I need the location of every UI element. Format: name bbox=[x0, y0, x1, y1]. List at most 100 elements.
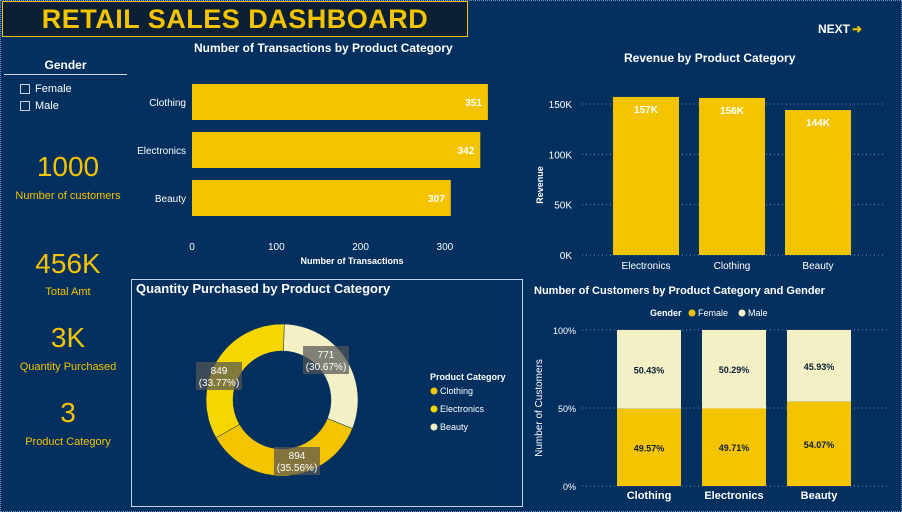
category-label: Clothing bbox=[714, 261, 751, 272]
legend-swatch bbox=[738, 309, 746, 317]
legend-title: Gender bbox=[650, 308, 682, 318]
legend-swatch bbox=[688, 309, 696, 317]
kpi-category-value: 3 bbox=[60, 397, 76, 428]
data-label: 144K bbox=[806, 118, 831, 129]
data-label-value: 894 bbox=[289, 451, 306, 462]
data-label-bg bbox=[274, 447, 320, 475]
tick-label: 0K bbox=[560, 251, 573, 262]
tick-label: 50% bbox=[558, 404, 576, 414]
bar bbox=[699, 97, 765, 256]
legend-swatch bbox=[430, 387, 438, 395]
legend-entry: Male bbox=[748, 308, 768, 318]
tick-label: 50K bbox=[554, 201, 572, 212]
quantity-chart-title: Quantity Purchased by Product Category bbox=[136, 281, 391, 296]
legend-entry: Clothing bbox=[440, 386, 473, 396]
kpi-total-amt-value: 456K bbox=[35, 248, 101, 279]
data-label: 351 bbox=[465, 98, 482, 109]
customers-chart: Gender Female Male 0% 50% 100% Number of Custo… bbox=[534, 308, 890, 502]
tick-label: 100K bbox=[549, 150, 573, 161]
data-label: 45.93% bbox=[804, 362, 835, 372]
data-label: 157K bbox=[634, 105, 659, 116]
bar-segment-female bbox=[702, 408, 766, 486]
bar bbox=[613, 96, 679, 255]
bar-segment-male bbox=[787, 330, 851, 402]
data-label-bg bbox=[196, 362, 242, 390]
checkbox-icon[interactable] bbox=[20, 84, 30, 94]
data-label: 342 bbox=[458, 146, 475, 157]
kpi-category-label: Product Category bbox=[25, 436, 111, 448]
category-label: Electronics bbox=[622, 261, 671, 272]
page-title: RETAIL SALES DASHBOARD bbox=[41, 4, 429, 34]
legend-entry: Female bbox=[698, 308, 728, 318]
tick-label: 0% bbox=[563, 482, 576, 492]
revenue-chart: 0K 50K 100K 150K Revenue 157K Electronics 156K C… bbox=[535, 96, 885, 272]
slicer-option-female[interactable]: Female bbox=[20, 83, 72, 95]
kpi-total-amt-label: Total Amt bbox=[45, 286, 91, 298]
legend-entry: Electronics bbox=[440, 404, 485, 414]
next-button[interactable]: NEXT ➜ bbox=[818, 22, 862, 36]
tick-label: 0 bbox=[189, 242, 195, 253]
category-label: Beauty bbox=[802, 261, 833, 272]
category-label: Beauty bbox=[801, 490, 839, 502]
data-label-percent: (30.67%) bbox=[306, 362, 347, 373]
data-label-bg bbox=[303, 346, 349, 374]
slicer-option-label: Male bbox=[35, 100, 59, 112]
bar bbox=[192, 84, 488, 120]
kpi-customers-value: 1000 bbox=[36, 151, 100, 182]
customers-chart-title: Number of Customers by Product Category … bbox=[534, 285, 825, 297]
category-label: Beauty bbox=[155, 194, 186, 205]
tick-label: 300 bbox=[437, 242, 454, 253]
data-label: 49.57% bbox=[634, 443, 665, 453]
tick-label: 100 bbox=[268, 242, 285, 253]
kpi-quantity-label: Quantity Purchased bbox=[19, 361, 117, 373]
bar-segment-female bbox=[787, 401, 851, 486]
legend-swatch bbox=[430, 405, 438, 413]
axis-title: Number of Customers bbox=[534, 359, 545, 457]
legend-entry: Beauty bbox=[440, 422, 469, 432]
data-label-percent: (35.56%) bbox=[277, 463, 318, 474]
category-label: Clothing bbox=[149, 98, 186, 109]
data-label-value: 849 bbox=[211, 366, 228, 377]
transactions-chart-title: Number of Transactions by Product Catego… bbox=[194, 41, 453, 55]
bar-segment-male bbox=[702, 330, 766, 409]
bar bbox=[192, 180, 451, 216]
donut-slice bbox=[283, 323, 359, 429]
legend-title: Product Category bbox=[430, 372, 506, 382]
kpi-quantity-value: 3K bbox=[50, 322, 86, 353]
axis-title: Number of Transactions bbox=[300, 256, 403, 266]
title-banner: RETAIL SALES DASHBOARD bbox=[2, 1, 468, 37]
checkbox-icon[interactable] bbox=[20, 101, 30, 111]
data-label: 49.71% bbox=[719, 443, 750, 453]
slicer-option-label: Female bbox=[35, 83, 72, 95]
bar-segment-female bbox=[617, 408, 681, 486]
slicer-divider bbox=[4, 74, 127, 75]
bar-segment-male bbox=[617, 330, 681, 409]
legend-swatch bbox=[430, 423, 438, 431]
slicer-title: Gender bbox=[44, 58, 87, 72]
revenue-chart-title: Revenue by Product Category bbox=[624, 51, 796, 65]
data-label: 50.29% bbox=[719, 365, 750, 375]
bar bbox=[785, 110, 851, 255]
quantity-chart: 771(30.67%) 894(35.56%) 849(33.77%) Product… bbox=[196, 323, 506, 477]
tick-label: 200 bbox=[352, 242, 369, 253]
arrow-right-icon: ➜ bbox=[852, 22, 863, 36]
tick-label: 150K bbox=[549, 100, 573, 111]
data-label-percent: (33.77%) bbox=[199, 378, 240, 389]
data-label: 307 bbox=[428, 194, 445, 205]
quantity-chart-panel: Quantity Purchased by Product Category bbox=[131, 279, 523, 507]
category-label: Electronics bbox=[137, 146, 186, 157]
slicer-option-male[interactable]: Male bbox=[20, 100, 59, 112]
data-label: 54.07% bbox=[804, 440, 835, 450]
bar bbox=[192, 132, 481, 168]
donut-slice bbox=[205, 323, 285, 439]
tick-label: 100% bbox=[553, 326, 576, 336]
data-label: 156K bbox=[720, 106, 745, 117]
kpi-customers-label: Number of customers bbox=[15, 190, 121, 202]
data-label: 50.43% bbox=[634, 365, 665, 375]
axis-title: Revenue bbox=[535, 166, 545, 204]
transactions-chart: Clothing 351 Electronics 342 Beauty 307 0 100 20… bbox=[137, 84, 488, 266]
next-label: NEXT bbox=[818, 22, 851, 36]
category-label: Clothing bbox=[627, 490, 672, 502]
data-label-value: 771 bbox=[318, 350, 335, 361]
category-label: Electronics bbox=[704, 490, 763, 502]
